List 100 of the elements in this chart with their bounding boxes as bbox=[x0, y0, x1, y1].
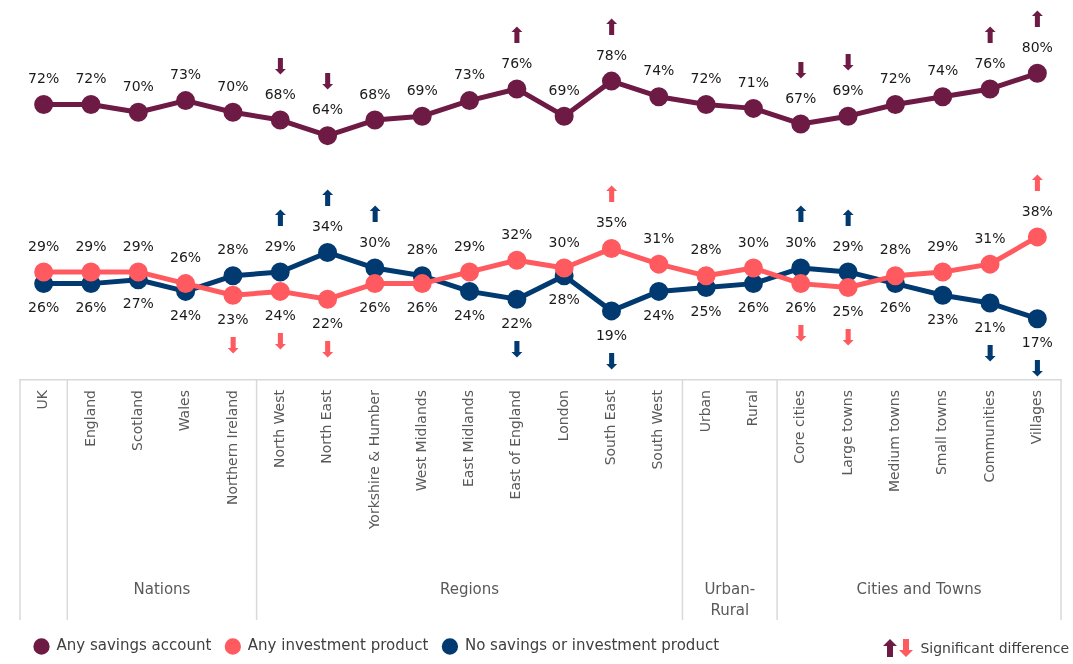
data-label: 31% bbox=[643, 229, 675, 246]
x-tick-label: South East bbox=[602, 389, 619, 466]
data-label: 19% bbox=[595, 326, 628, 343]
x-tick-label: Small towns bbox=[933, 390, 950, 476]
annotation: ⬇ bbox=[602, 348, 621, 374]
x-tick-label: South West bbox=[649, 389, 666, 470]
data-label: 67% bbox=[785, 89, 817, 106]
data-label: 29% bbox=[832, 237, 864, 254]
x-tick-label: Wales bbox=[176, 390, 193, 432]
data-label: 73% bbox=[170, 66, 202, 83]
data-label: 35% bbox=[595, 214, 628, 231]
data-label: 80% bbox=[1021, 38, 1053, 55]
data-label: 30% bbox=[548, 233, 580, 250]
annotation: ⬇ bbox=[980, 340, 1000, 366]
data-label: 28% bbox=[879, 241, 911, 258]
data-label: 28% bbox=[217, 241, 249, 258]
x-tick-label: Villages bbox=[1027, 390, 1044, 445]
data-label: 24% bbox=[453, 307, 486, 324]
data-label: 70% bbox=[217, 77, 249, 94]
annotation: ⬇ bbox=[838, 325, 858, 351]
annotation: ⬆ bbox=[602, 182, 621, 208]
x-tick-label: Medium towns bbox=[886, 390, 903, 493]
data-label: 26% bbox=[785, 299, 817, 316]
data-label: 69% bbox=[406, 81, 438, 98]
data-label: 29% bbox=[28, 237, 60, 254]
data-label: 34% bbox=[312, 218, 344, 235]
data-label: 69% bbox=[548, 81, 580, 98]
annotation: ⬆ bbox=[980, 22, 1000, 48]
annotation: ⬇ bbox=[318, 336, 337, 362]
annotation: ⬇ bbox=[223, 333, 243, 359]
data-label: 26% bbox=[406, 299, 438, 316]
data-label: 68% bbox=[264, 85, 296, 102]
data-label: 26% bbox=[28, 299, 60, 316]
data-label: 78% bbox=[595, 46, 628, 63]
text: Cities and Towns bbox=[856, 579, 982, 598]
data-label: 23% bbox=[217, 310, 249, 327]
x-tick-label: East Midlands bbox=[460, 390, 477, 488]
data-label: 64% bbox=[312, 101, 344, 118]
data-label: 28% bbox=[690, 241, 722, 258]
annotation: ⬇ bbox=[271, 329, 290, 355]
data-label: 28% bbox=[548, 291, 580, 308]
data-label: 72% bbox=[75, 70, 107, 87]
x-tick-label: UK bbox=[34, 389, 51, 410]
annotation: ⬇ bbox=[318, 69, 337, 95]
x-tick-label: North West bbox=[270, 389, 287, 469]
data-label: 23% bbox=[927, 310, 959, 327]
data-label: 74% bbox=[643, 62, 675, 79]
text: Nations bbox=[133, 579, 191, 598]
annotation: ⬇ bbox=[791, 57, 810, 83]
data-label: 26% bbox=[170, 249, 202, 266]
text: Regions bbox=[439, 579, 500, 598]
x-tick-label: Urban bbox=[696, 390, 713, 433]
data-label: 25% bbox=[832, 303, 864, 320]
x-tick-label: London bbox=[554, 390, 571, 442]
x-tick-label: East of England bbox=[507, 390, 524, 500]
annotation: ⬆ bbox=[507, 22, 527, 48]
data-label: 76% bbox=[501, 54, 533, 71]
text: Significant difference bbox=[920, 640, 1069, 656]
data-label: 30% bbox=[359, 233, 391, 250]
data-label: 29% bbox=[927, 237, 959, 254]
annotation: ⬇ bbox=[791, 321, 810, 347]
x-tick-label: North East bbox=[318, 389, 335, 464]
data-label: 21% bbox=[974, 318, 1006, 335]
data-label: 29% bbox=[75, 237, 107, 254]
data-label: 32% bbox=[501, 225, 533, 242]
data-label: 69% bbox=[832, 81, 864, 98]
data-label: 26% bbox=[879, 299, 911, 316]
text: Urban-Rural bbox=[704, 579, 756, 619]
x-tick-label: Northern Ireland bbox=[223, 390, 240, 506]
data-label: 17% bbox=[1021, 334, 1053, 351]
data-label: 70% bbox=[122, 77, 154, 94]
data-label: 31% bbox=[974, 229, 1006, 246]
data-label: 24% bbox=[264, 307, 296, 324]
legend-label: No savings or investment product bbox=[464, 636, 720, 655]
data-label: 73% bbox=[453, 66, 486, 83]
x-tick-label: Scotland bbox=[128, 390, 145, 451]
data-label: 24% bbox=[170, 307, 202, 324]
annotation: ⬆ bbox=[791, 201, 810, 227]
data-label: 74% bbox=[927, 62, 959, 79]
annotation: ⬆ bbox=[271, 205, 290, 231]
data-label: 72% bbox=[28, 70, 60, 87]
data-label: 29% bbox=[264, 237, 296, 254]
data-label: 28% bbox=[406, 241, 438, 258]
data-label: 25% bbox=[690, 303, 722, 320]
x-tick-label: England bbox=[81, 390, 98, 447]
x-tick-label: Yorkshire & Humber bbox=[365, 389, 382, 531]
x-tick-label: Rural bbox=[744, 390, 761, 427]
data-label: 29% bbox=[453, 237, 486, 254]
data-label: 38% bbox=[1021, 202, 1053, 219]
data-label: 76% bbox=[974, 54, 1006, 71]
data-label: 22% bbox=[312, 314, 344, 331]
data-label: 30% bbox=[785, 233, 817, 250]
annotation: ⬆ bbox=[838, 205, 858, 231]
data-label: 29% bbox=[122, 237, 154, 254]
annotation: ⬇ bbox=[507, 336, 527, 362]
data-label: 72% bbox=[690, 70, 722, 87]
data-label: 26% bbox=[75, 299, 107, 316]
data-label: 27% bbox=[122, 295, 154, 312]
annotation: ⬆ bbox=[602, 14, 621, 40]
x-tick-label: Core cities bbox=[791, 390, 808, 464]
